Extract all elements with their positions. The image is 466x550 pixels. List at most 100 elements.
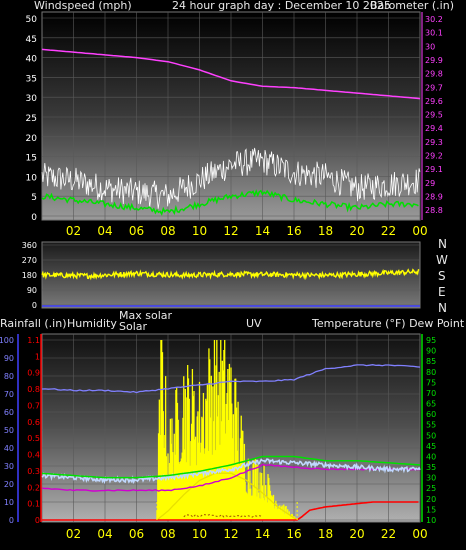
rainfall-axis-tick-label: 0.2 — [27, 483, 40, 492]
temperature-axis-tick-label: 55 — [426, 421, 436, 430]
temperature-dewpoint-label: Temperature (°F) Dew Point (°F) — [312, 317, 466, 330]
barometer-axis-tick-label: 30.1 — [425, 29, 443, 38]
temperature-axis-tick-label: 90 — [426, 347, 436, 356]
humidity-axis-tick-label: 50 — [4, 426, 14, 435]
humidity-axis-tick-label: 70 — [4, 390, 14, 399]
rainfall-axis-tick-label: 1.1 — [27, 336, 40, 345]
wind-hour-tick-label: 04 — [97, 224, 112, 238]
temperature-axis-tick-label: 25 — [426, 484, 436, 493]
climate-hour-tick-label: 16 — [286, 527, 301, 541]
climate-hour-tick-label: 10 — [192, 527, 207, 541]
temperature-axis-tick-label: 40 — [426, 452, 436, 461]
temperature-axis-tick-label: 10 — [426, 516, 436, 525]
barometer-axis-label: Barometer (.in) — [370, 0, 454, 12]
wind-axis-tick-label: 50 — [26, 15, 38, 25]
temperature-axis-tick-label: 35 — [426, 463, 436, 472]
barometer-axis-tick-label: 29.7 — [425, 83, 443, 92]
wind-axis-tick-label: 20 — [26, 134, 38, 144]
climate-hour-tick-label: 04 — [97, 527, 112, 541]
climate-hour-tick-label: 18 — [318, 527, 333, 541]
rainfall-axis-tick-label: 0.7 — [27, 401, 40, 410]
temperature-series-line — [41, 455, 421, 479]
wind-hour-tick-label: 20 — [349, 224, 364, 238]
solar-label: Solar — [119, 320, 148, 333]
rainfall-series-line — [42, 501, 419, 521]
climate-hour-tick-label: 06 — [129, 527, 144, 541]
climate-hour-tick-label: 14 — [255, 527, 270, 541]
temperature-axis-tick-label: 75 — [426, 378, 436, 387]
wind-hour-tick-label: 18 — [318, 224, 333, 238]
wind-hour-tick-label: 00 — [412, 224, 427, 238]
barometer-series-line — [41, 48, 421, 100]
rainfall-axis-tick-label: 0.8 — [27, 385, 40, 394]
direction-axis-tick-label: 90 — [27, 286, 37, 295]
temperature-axis-tick-label: 15 — [426, 505, 436, 514]
barometer-axis-tick-label: 29.8 — [425, 70, 443, 79]
compass-label-n-bottom: N — [438, 301, 447, 315]
rainfall-axis-tick-label: 0.6 — [27, 418, 40, 427]
wind-hour-tick-label: 02 — [66, 224, 81, 238]
humidity-series-line — [41, 364, 421, 394]
temperature-axis-tick-label: 30 — [426, 474, 436, 483]
barometer-axis-tick-label: 29.9 — [425, 56, 443, 65]
barometer-axis-tick-label: 28.9 — [425, 193, 443, 202]
barometer-axis-tick-label: 29.2 — [425, 152, 443, 161]
rainfall-axis-tick-label: 0.9 — [27, 369, 40, 378]
temperature-axis-tick-label: 45 — [426, 442, 436, 451]
temperature-axis-tick-label: 85 — [426, 357, 436, 366]
temperature-axis-tick-label: 20 — [426, 495, 436, 504]
dew-point-series-line — [41, 458, 421, 485]
wind-gust-series-line — [41, 147, 421, 209]
max-solar-label: Max solar — [119, 309, 173, 322]
humidity-axis-tick-label: 100 — [0, 336, 14, 345]
wind-axis-tick-label: 0 — [31, 213, 37, 223]
compass-label-e: E — [438, 285, 446, 299]
wind-axis-tick-label: 35 — [26, 74, 37, 84]
humidity-axis-label: Humidity — [67, 317, 117, 330]
rainfall-axis-tick-label: 1 — [35, 352, 40, 361]
humidity-axis-tick-label: 10 — [4, 498, 14, 507]
wind-hour-tick-label: 16 — [286, 224, 301, 238]
humidity-axis-tick-label: 40 — [4, 444, 14, 453]
rainfall-axis-label: Rainfall (.in) — [0, 317, 67, 330]
temperature-axis-tick-label: 70 — [426, 389, 436, 398]
wind-hour-tick-label: 08 — [160, 224, 175, 238]
barometer-axis-tick-label: 30.2 — [425, 15, 443, 24]
wind-hour-tick-label: 14 — [255, 224, 270, 238]
max-solar-series-line — [156, 472, 298, 521]
temperature-axis-tick-label: 60 — [426, 410, 436, 419]
wind-axis-tick-label: 45 — [26, 35, 37, 45]
wind-average-series-line — [41, 189, 419, 216]
climate-hour-tick-label: 00 — [412, 527, 427, 541]
barometer-axis-tick-label: 29.5 — [425, 111, 443, 120]
wind-hour-tick-label: 06 — [129, 224, 144, 238]
direction-axis-tick-label: 180 — [22, 271, 37, 280]
barometer-axis-tick-label: 29.1 — [425, 165, 443, 174]
temperature-axis-tick-label: 65 — [426, 400, 436, 409]
uv-label: UV — [246, 317, 262, 330]
temperature-axis-tick-label: 50 — [426, 431, 436, 440]
temperature-axis-tick-label: 80 — [426, 368, 436, 377]
rainfall-axis-tick-label: 0.1 — [27, 500, 40, 509]
direction-axis-tick-label: 0 — [32, 301, 37, 310]
wind-hour-tick-label: 22 — [381, 224, 396, 238]
wind-direction-series-line — [41, 268, 420, 281]
barometer-axis-tick-label: 29.3 — [425, 138, 443, 147]
humidity-axis-tick-label: 30 — [4, 462, 14, 471]
wind-axis-tick-label: 30 — [26, 94, 38, 104]
compass-label-s: S — [438, 269, 446, 283]
direction-axis-tick-label: 270 — [22, 256, 37, 265]
wind-hour-tick-label: 12 — [223, 224, 238, 238]
climate-hour-tick-label: 12 — [223, 527, 238, 541]
wind-axis-tick-label: 15 — [26, 154, 37, 164]
wind-axis-tick-label: 10 — [26, 173, 38, 183]
climate-hour-tick-label: 08 — [160, 527, 175, 541]
humidity-axis-tick-label: 80 — [4, 372, 14, 381]
rainfall-axis-tick-label: 0.4 — [27, 451, 40, 460]
rainfall-axis-tick-label: 0.3 — [27, 467, 40, 476]
climate-hour-tick-label: 20 — [349, 527, 364, 541]
wind-hour-tick-label: 10 — [192, 224, 207, 238]
wind-axis-tick-label: 40 — [26, 55, 38, 65]
